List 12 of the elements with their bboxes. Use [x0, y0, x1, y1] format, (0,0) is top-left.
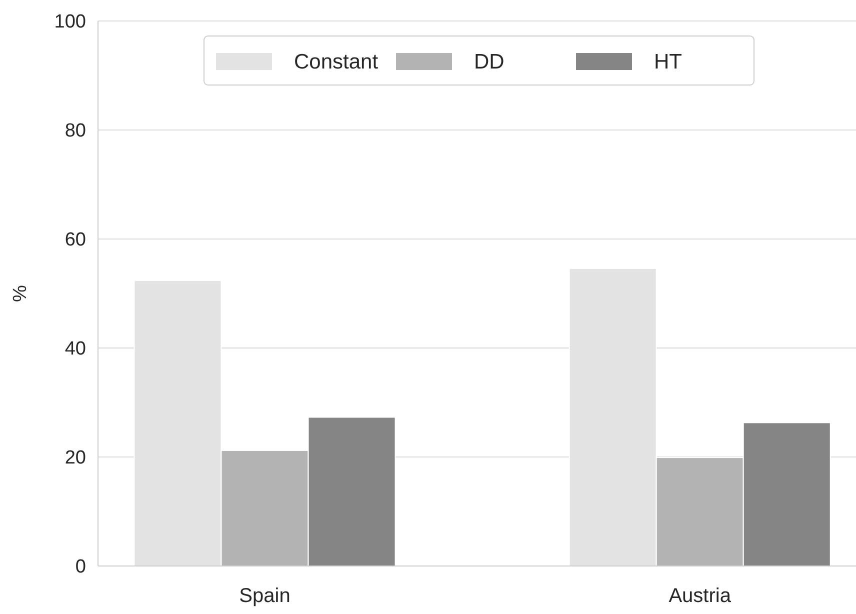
x-tick-label: Austria — [668, 585, 732, 607]
legend-label: Constant — [294, 50, 378, 74]
y-tick-label: 20 — [64, 448, 86, 469]
y-tick-label: 60 — [64, 230, 86, 251]
y-tick-label: 40 — [64, 338, 86, 360]
legend-label: HT — [654, 50, 682, 74]
y-tick-label: 0 — [75, 556, 86, 578]
legend-label: DD — [474, 50, 504, 74]
y-axis-title: % — [10, 284, 31, 302]
y-tick-label: 80 — [64, 120, 86, 142]
y-tick-label: 100 — [54, 12, 86, 33]
x-tick-label: Spain — [239, 585, 290, 607]
